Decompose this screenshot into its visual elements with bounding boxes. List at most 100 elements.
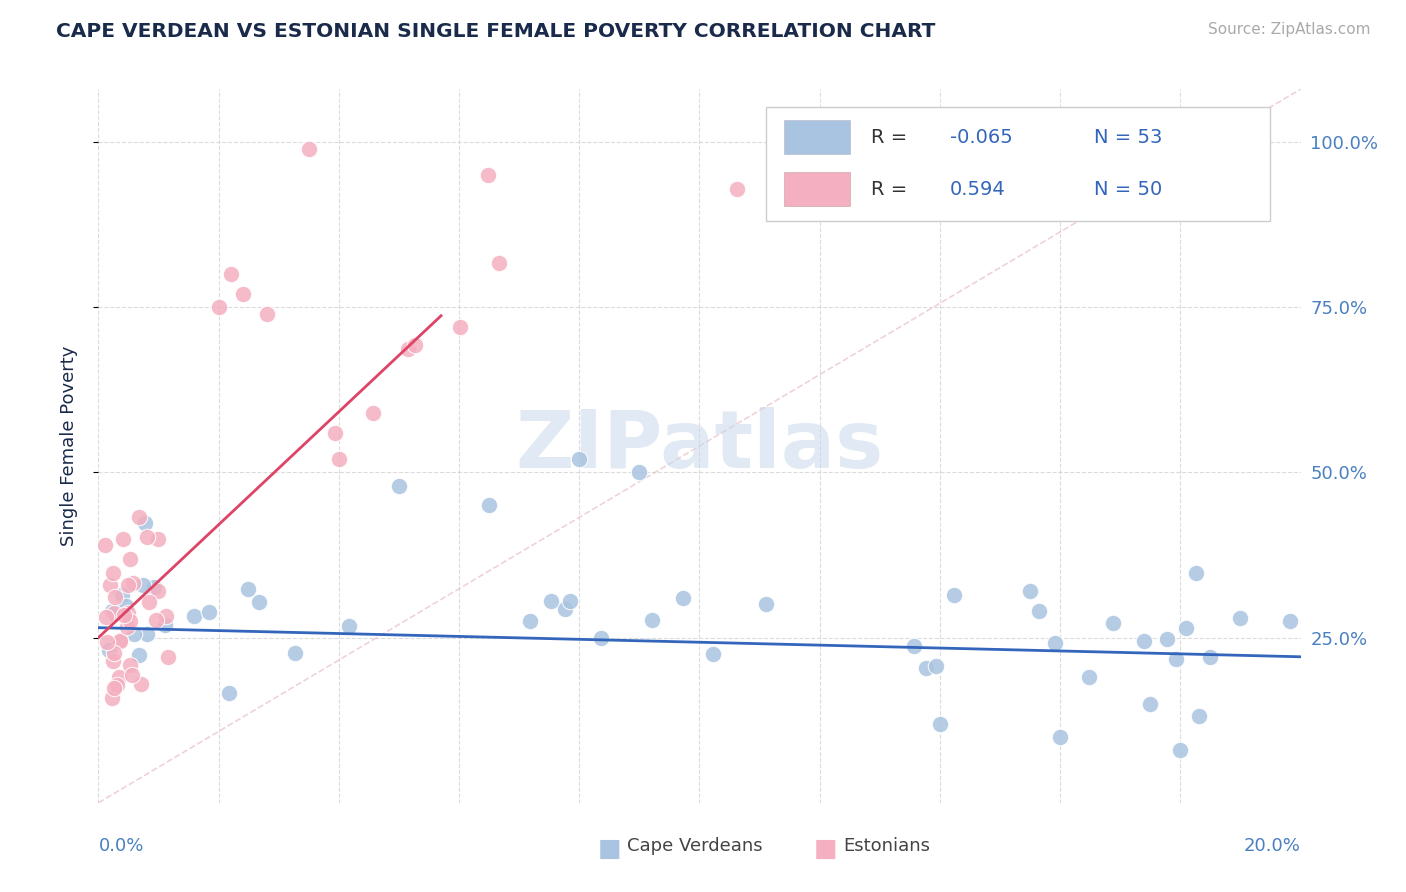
Text: ■: ■ xyxy=(598,837,621,861)
Point xyxy=(128,509,150,524)
Point xyxy=(134,516,156,531)
Point xyxy=(801,168,824,182)
Bar xyxy=(783,172,849,206)
Point xyxy=(132,578,155,592)
Point xyxy=(477,168,499,182)
Point xyxy=(122,627,145,641)
Point xyxy=(1170,743,1192,757)
Point xyxy=(138,595,160,609)
Point xyxy=(1175,621,1198,635)
Text: 0.594: 0.594 xyxy=(949,179,1005,199)
Point xyxy=(108,633,131,648)
Point xyxy=(118,552,141,566)
Point xyxy=(328,452,350,467)
Point xyxy=(1229,611,1251,625)
Point xyxy=(1199,650,1222,665)
Text: R =: R = xyxy=(872,128,908,146)
Point xyxy=(1278,615,1301,629)
Point xyxy=(238,582,260,596)
Text: Cape Verdeans: Cape Verdeans xyxy=(627,837,763,855)
Point xyxy=(198,605,221,619)
Point xyxy=(156,649,179,664)
Bar xyxy=(783,120,849,154)
Point xyxy=(323,426,346,441)
Point xyxy=(256,307,278,321)
Y-axis label: Single Female Poverty: Single Female Poverty xyxy=(59,346,77,546)
Point xyxy=(554,601,576,615)
Point xyxy=(924,659,946,673)
Point xyxy=(1102,616,1125,631)
Point xyxy=(136,627,159,641)
Point xyxy=(1043,636,1066,650)
Point xyxy=(361,406,384,420)
Point xyxy=(103,566,125,580)
Point xyxy=(145,613,167,627)
Point xyxy=(101,604,124,618)
Point xyxy=(108,632,131,647)
Point xyxy=(915,661,938,675)
Text: ■: ■ xyxy=(814,837,838,861)
Point xyxy=(117,578,139,592)
Text: Source: ZipAtlas.com: Source: ZipAtlas.com xyxy=(1208,22,1371,37)
Point xyxy=(111,588,134,602)
Point xyxy=(103,681,125,695)
Point xyxy=(284,646,307,660)
Point xyxy=(101,654,124,668)
Point xyxy=(208,300,231,314)
Point xyxy=(1028,604,1050,618)
Point xyxy=(112,608,135,623)
Text: N = 53: N = 53 xyxy=(1094,128,1163,146)
Point xyxy=(232,287,254,301)
Point xyxy=(103,607,125,621)
Point xyxy=(755,597,778,611)
Point xyxy=(783,168,806,182)
Point xyxy=(488,256,510,270)
Point xyxy=(105,678,128,692)
Point xyxy=(942,588,965,602)
Point xyxy=(1139,697,1161,711)
Point xyxy=(94,609,117,624)
Point xyxy=(146,584,169,599)
Point xyxy=(478,499,501,513)
Text: ZIPatlas: ZIPatlas xyxy=(516,407,883,485)
Text: N = 50: N = 50 xyxy=(1094,179,1161,199)
Point xyxy=(641,613,664,627)
Point xyxy=(1132,634,1154,648)
Point xyxy=(568,452,591,467)
Text: R =: R = xyxy=(872,179,908,199)
Point xyxy=(122,575,145,590)
Point xyxy=(219,267,242,281)
Point xyxy=(903,639,925,653)
Text: Estonians: Estonians xyxy=(844,837,931,855)
Point xyxy=(104,591,127,605)
Point xyxy=(115,599,138,613)
Text: 20.0%: 20.0% xyxy=(1244,837,1301,855)
Point xyxy=(540,594,562,608)
Point xyxy=(1164,652,1187,666)
Point xyxy=(98,642,121,657)
Point xyxy=(129,676,152,690)
Point xyxy=(929,716,952,731)
Point xyxy=(121,668,143,682)
Point xyxy=(247,595,270,609)
Point xyxy=(146,532,169,546)
Point xyxy=(117,606,139,620)
Point xyxy=(404,338,426,352)
Point xyxy=(1077,670,1099,684)
Point xyxy=(115,620,138,634)
Point xyxy=(143,581,166,595)
Point xyxy=(449,320,471,334)
Point xyxy=(628,466,651,480)
Point xyxy=(388,478,411,492)
Point xyxy=(128,648,150,662)
Point xyxy=(519,615,541,629)
Point xyxy=(183,609,205,624)
Point xyxy=(337,619,360,633)
Point xyxy=(1188,709,1211,723)
Text: -0.065: -0.065 xyxy=(949,128,1012,146)
Point xyxy=(1019,584,1042,599)
Point xyxy=(136,530,159,544)
Text: CAPE VERDEAN VS ESTONIAN SINGLE FEMALE POVERTY CORRELATION CHART: CAPE VERDEAN VS ESTONIAN SINGLE FEMALE P… xyxy=(56,22,935,41)
Point xyxy=(672,591,695,606)
Point xyxy=(103,646,125,660)
